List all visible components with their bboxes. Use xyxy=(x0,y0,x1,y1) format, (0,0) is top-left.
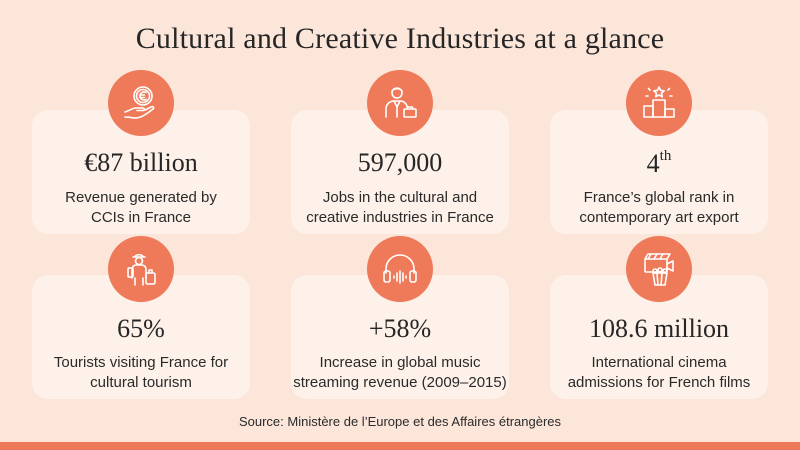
page-title: Cultural and Creative Industries at a gl… xyxy=(135,22,665,55)
stat-value-jobs: 597,000 xyxy=(357,148,443,177)
art-rank-badge xyxy=(626,70,692,136)
cinema-badge xyxy=(626,236,692,302)
jobs-badge xyxy=(367,70,433,136)
businessman-icon xyxy=(385,87,417,118)
stat-value-music: +58% xyxy=(368,314,432,343)
stat-desc-revenue: Revenue generated by CCIs in France xyxy=(65,189,217,226)
stat-desc-music: Increase in global music streaming reven… xyxy=(293,354,507,391)
podium-star-icon xyxy=(643,86,675,118)
stat-desc-art-rank: France’s global rank in contemporary art… xyxy=(579,189,739,226)
stat-desc-cinema: International cinema admissions for Fren… xyxy=(567,354,751,391)
stat-value-tourism: 65% xyxy=(117,314,165,343)
revenue-badge xyxy=(108,70,174,136)
stat-desc-tourism: Tourists visiting France for cultural to… xyxy=(53,354,229,391)
cinema-clapper-popcorn-icon xyxy=(644,253,674,286)
tourism-badge xyxy=(108,236,174,302)
source-note: Source: Ministère de l’Europe et des Aff… xyxy=(238,414,562,429)
euro-coin-hand-icon xyxy=(124,86,155,119)
stat-value-art-rank: 4th xyxy=(646,148,672,178)
stat-value-cinema: 108.6 million xyxy=(588,314,730,343)
stat-value-revenue: €87 billion xyxy=(84,148,198,177)
music-badge xyxy=(367,236,433,302)
headphones-icon xyxy=(383,254,417,284)
bottom-accent-bar xyxy=(0,442,800,450)
stat-desc-jobs: Jobs in the cultural and creative indust… xyxy=(306,189,494,226)
tourist-luggage-icon xyxy=(127,253,156,286)
